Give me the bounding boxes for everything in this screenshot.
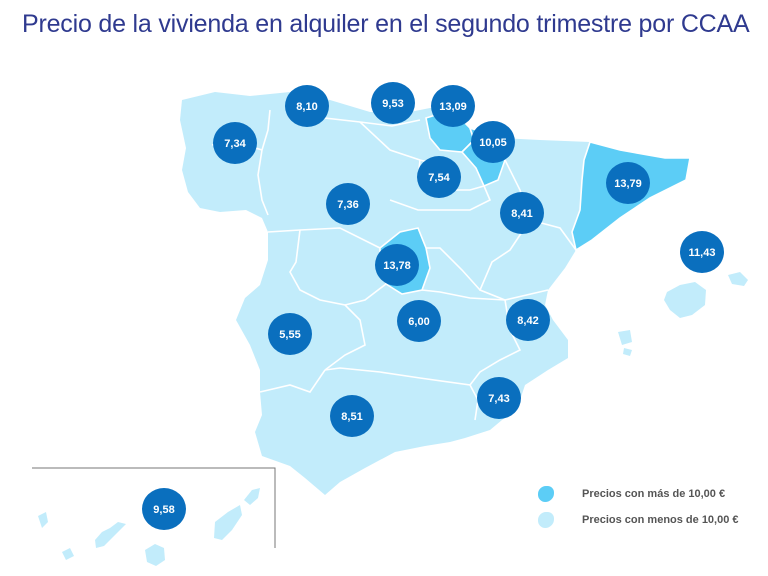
mainland-spain (180, 92, 690, 495)
price-bubble-circle (285, 85, 329, 127)
legend-item-above: Precios con más de 10,00 € (538, 482, 739, 506)
price-value-label: 10,05 (479, 137, 507, 149)
price-value-label: 13,78 (383, 260, 411, 272)
price-bubble-circle (506, 299, 550, 341)
price-bubble-circle (375, 244, 419, 286)
price-bubble: 8,42 (506, 299, 550, 341)
price-bubble: 6,00 (397, 300, 441, 342)
price-value-label: 9,58 (153, 504, 174, 516)
map-title: Precio de la vivienda en alquiler en el … (22, 10, 750, 38)
price-bubble: 8,51 (330, 395, 374, 437)
price-bubble-circle (371, 82, 415, 124)
price-bubble-circle (606, 162, 650, 204)
legend-swatch-below (538, 512, 554, 528)
price-value-label: 8,10 (296, 101, 317, 113)
price-bubble-circle (471, 121, 515, 163)
price-bubble: 13,78 (375, 244, 419, 286)
price-value-label: 8,51 (341, 411, 362, 423)
price-bubble: 9,53 (371, 82, 415, 124)
price-bubble-circle (330, 395, 374, 437)
price-value-label: 9,53 (382, 98, 403, 110)
price-bubble: 13,79 (606, 162, 650, 204)
price-value-label: 5,55 (279, 329, 300, 341)
price-bubble-circle (500, 192, 544, 234)
price-bubble: 7,43 (477, 377, 521, 419)
canary-inset-frame (32, 467, 276, 548)
price-value-label: 7,34 (224, 138, 246, 150)
price-bubble-circle (213, 122, 257, 164)
price-bubble: 7,34 (213, 122, 257, 164)
balearic-islands (618, 272, 748, 356)
price-bubble: 8,41 (500, 192, 544, 234)
price-value-label: 7,36 (337, 199, 358, 211)
price-bubble: 13,09 (431, 85, 475, 127)
price-bubble: 7,36 (326, 183, 370, 225)
price-value-label: 11,43 (689, 247, 716, 259)
price-value-label: 13,09 (439, 101, 467, 113)
price-bubble-circle (477, 377, 521, 419)
price-bubble: 5,55 (268, 313, 312, 355)
price-bubble-circle (268, 313, 312, 355)
price-value-label: 6,00 (408, 316, 429, 328)
price-value-label: 7,54 (428, 172, 450, 184)
price-bubbles: 8,10 9,53 13,09 7,34 10,05 7,54 13,79 7,36 8,41 1… (142, 82, 724, 530)
price-value-label: 8,42 (517, 315, 538, 327)
price-bubble-circle (680, 231, 724, 273)
price-bubble: 9,58 (142, 488, 186, 530)
price-bubble-circle (326, 183, 370, 225)
legend-label-below: Precios con menos de 10,00 € (582, 514, 739, 526)
legend-label-above: Precios con más de 10,00 € (582, 488, 726, 500)
price-bubble: 7,54 (417, 156, 461, 198)
price-value-label: 8,41 (511, 208, 532, 220)
canary-islands (38, 488, 260, 566)
price-value-label: 13,79 (614, 178, 642, 190)
price-bubble: 11,43 (680, 231, 724, 273)
map-legend: Precios con más de 10,00 € Precios con m… (538, 482, 739, 534)
price-bubble-circle (397, 300, 441, 342)
price-bubble-circle (431, 85, 475, 127)
price-value-label: 7,43 (488, 393, 509, 405)
legend-swatch-above (538, 486, 554, 502)
price-bubble: 10,05 (471, 121, 515, 163)
price-bubble: 8,10 (285, 85, 329, 127)
price-bubble-circle (417, 156, 461, 198)
legend-item-below: Precios con menos de 10,00 € (538, 508, 739, 532)
price-bubble-circle (142, 488, 186, 530)
